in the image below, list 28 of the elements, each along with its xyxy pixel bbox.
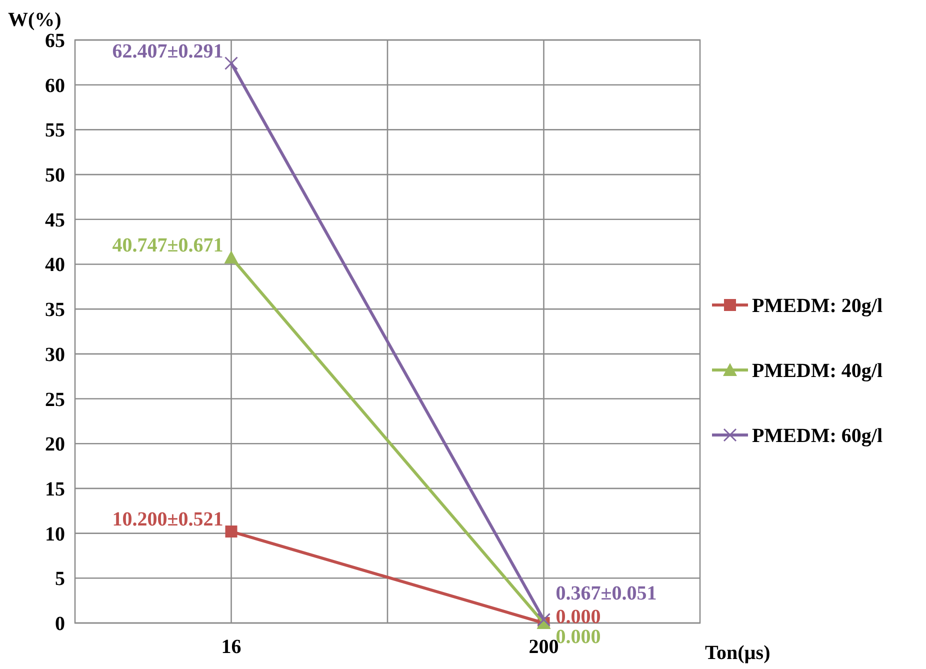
- data-label: 10.200±0.521: [112, 508, 224, 531]
- x-axis-title: Ton(µs): [705, 642, 770, 664]
- y-axis-title: W(%): [8, 9, 62, 31]
- y-tick-label: 15: [45, 478, 65, 500]
- y-tick-label: 55: [45, 120, 65, 142]
- data-label: 40.747±0.671: [112, 234, 224, 257]
- y-tick-label: 30: [45, 344, 65, 366]
- legend-label: PMEDM: 20g/l: [752, 295, 883, 317]
- point: [225, 526, 238, 538]
- y-tick-label: 10: [45, 523, 65, 546]
- legend-label: PMEDM: 60g/l: [752, 425, 883, 447]
- y-tick-label: 65: [45, 30, 65, 52]
- point: [224, 56, 238, 70]
- legend-label: PMEDM: 40g/l: [752, 360, 883, 382]
- data-label: 0.000: [556, 606, 601, 628]
- data-label: 62.407±0.291: [112, 40, 224, 62]
- y-tick-label: 40: [45, 254, 65, 276]
- point: [537, 612, 550, 626]
- y-tick-label: 25: [45, 388, 65, 411]
- y-tick-label: 35: [45, 299, 65, 322]
- y-tick-label: 0: [55, 613, 65, 635]
- data-label: 0.367±0.051: [556, 582, 657, 605]
- y-tick-label: 50: [45, 164, 65, 187]
- y-tick-label: 5: [55, 568, 65, 590]
- x-tick-label: 16: [221, 636, 242, 658]
- y-tick-label: 45: [45, 209, 65, 232]
- y-tick-label: 60: [45, 74, 65, 97]
- y-tick-label: 20: [45, 434, 65, 456]
